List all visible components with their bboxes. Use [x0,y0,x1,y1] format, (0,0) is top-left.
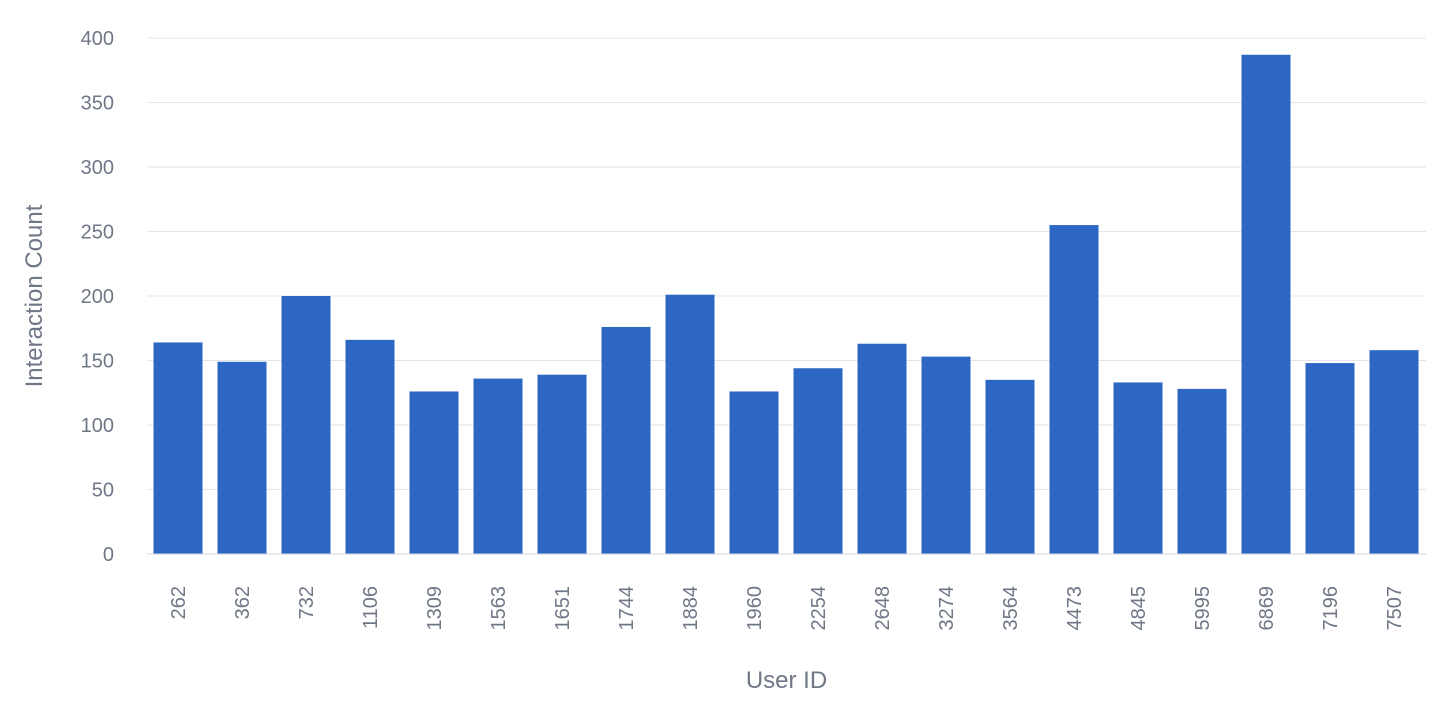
bar-1884[interactable] [665,294,715,554]
x-tick-label: 6869 [1256,586,1278,631]
y-tick-label: 0 [103,544,114,566]
x-tick-label: 7196 [1320,586,1342,631]
x-tick-label: 262 [168,586,190,619]
x-tick-label: 7507 [1384,586,1406,631]
bar-732[interactable] [281,296,331,554]
x-tick-label: 5995 [1192,586,1214,631]
x-tick-label: 3564 [1000,586,1022,631]
tick-labels: 0 50 100 150 200 250 300 350 400 262 362 732 1106 130… [81,28,1406,631]
y-tick-label: 50 [92,480,114,502]
y-tick-label: 200 [81,286,114,308]
bar-1106[interactable] [345,339,395,554]
x-tick-label: 1744 [616,586,638,631]
bar-7196[interactable] [1305,363,1355,554]
bar-1960[interactable] [729,391,779,554]
bar-262[interactable] [153,342,203,554]
bar-1651[interactable] [537,374,587,554]
x-tick-label: 1309 [424,586,446,631]
x-tick-label: 1884 [680,586,702,631]
x-tick-label: 1106 [360,586,382,629]
bar-5995[interactable] [1177,388,1227,554]
x-tick-label: 1960 [744,586,766,631]
x-tick-label: 2254 [808,586,830,631]
bars [153,54,1419,555]
bar-4473[interactable] [1049,225,1099,555]
y-tick-label: 350 [81,93,114,115]
x-tick-label: 732 [296,586,318,619]
y-tick-label: 300 [81,157,114,179]
bar-4845[interactable] [1113,382,1163,554]
bar-6869[interactable] [1241,54,1291,555]
bar-2648[interactable] [857,343,907,554]
x-axis-title: User ID [746,667,827,694]
y-tick-label: 100 [81,415,114,437]
bar-7507[interactable] [1369,350,1419,554]
bar-1563[interactable] [473,378,523,554]
bar-2254[interactable] [793,368,843,554]
x-tick-label: 3274 [936,586,958,631]
bar-1309[interactable] [409,391,459,554]
y-axis-title: Interaction Count [21,204,48,387]
bar-1744[interactable] [601,326,651,554]
bar-3564[interactable] [985,379,1035,554]
bar-3274[interactable] [921,356,971,554]
y-tick-label: 250 [81,222,114,244]
y-tick-label: 400 [81,28,114,50]
x-tick-label: 1563 [488,586,510,631]
gridlines [147,37,1426,490]
bar-362[interactable] [217,361,267,554]
x-tick-label: 362 [232,586,254,619]
x-tick-label: 4473 [1064,586,1086,631]
x-tick-label: 2648 [872,586,894,631]
y-tick-label: 150 [81,351,114,373]
x-tick-label: 1651 [552,586,574,631]
x-tick-label: 4845 [1128,586,1150,631]
